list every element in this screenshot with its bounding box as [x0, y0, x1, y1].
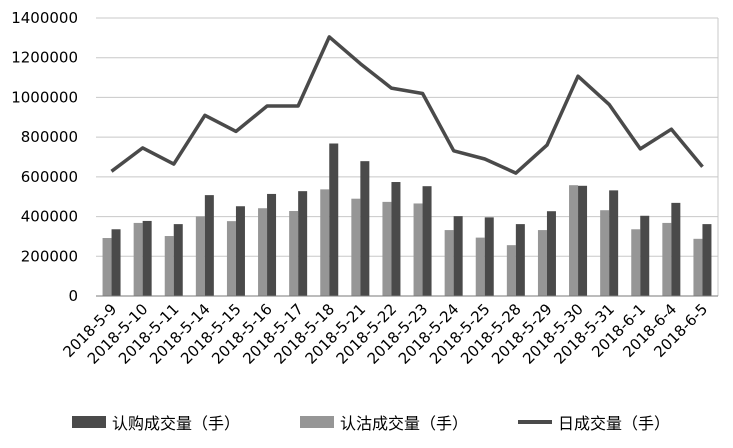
bar-call	[111, 229, 121, 296]
axes	[96, 18, 719, 297]
bar-call	[702, 224, 712, 296]
bar-put	[631, 229, 641, 296]
bar-put	[102, 238, 112, 296]
y-tick-label: 200000	[21, 247, 78, 265]
legend-swatch-call	[72, 416, 106, 428]
bar-put	[133, 222, 143, 296]
legend-item-call: 认购成交量（手）	[72, 412, 241, 433]
y-tick-label: 1200000	[11, 49, 78, 67]
line-series	[110, 35, 704, 175]
bar-call	[515, 224, 525, 296]
bar-put	[320, 189, 330, 296]
bar-call	[422, 186, 432, 296]
bar-call	[298, 191, 308, 296]
bar-put	[382, 201, 392, 296]
bar-put	[351, 198, 361, 296]
bar-call	[204, 195, 214, 296]
bar-put	[164, 236, 174, 296]
bar-put	[289, 211, 299, 296]
bar-series	[102, 143, 712, 296]
bar-call	[329, 143, 339, 296]
y-tick-label: 1400000	[11, 9, 78, 27]
bar-put	[537, 230, 547, 296]
bar-call	[609, 190, 619, 296]
bar-call	[484, 217, 494, 296]
bar-put	[444, 230, 454, 296]
bar-call	[267, 193, 277, 296]
y-tick-label: 0	[68, 287, 78, 305]
bar-call	[142, 220, 152, 296]
y-tick-label: 600000	[21, 168, 78, 186]
bar-call	[391, 182, 401, 296]
bar-call	[173, 224, 183, 296]
bar-put	[569, 185, 579, 296]
y-axis-ticks: 0 200000 400000 600000 800000 1000000 1200000 1…	[11, 9, 78, 305]
bar-put	[506, 245, 516, 296]
bar-put	[475, 237, 485, 296]
bar-call	[453, 216, 463, 296]
y-tick-label: 400000	[21, 208, 78, 226]
legend-item-total: 日成交量（手）	[518, 412, 671, 433]
y-tick-label: 1000000	[11, 88, 78, 106]
legend-label-total: 日成交量（手）	[558, 414, 671, 433]
legend-item-put: 认沽成交量（手）	[300, 412, 469, 433]
line-total-volume	[110, 35, 704, 175]
bar-call	[671, 202, 681, 296]
bar-call	[546, 211, 556, 296]
bar-call	[578, 185, 588, 296]
legend-label-put: 认沽成交量（手）	[340, 414, 469, 433]
bar-put	[600, 210, 610, 296]
legend: 认购成交量（手） 认沽成交量（手） 日成交量（手）	[0, 400, 733, 446]
bar-put	[195, 216, 205, 296]
bar-put	[226, 221, 236, 296]
bar-call	[360, 161, 370, 296]
bar-put	[413, 203, 423, 296]
bar-call	[235, 206, 245, 296]
bar-put	[662, 222, 672, 296]
bar-put	[258, 208, 268, 296]
legend-swatch-put	[300, 416, 334, 428]
legend-label-call: 认购成交量（手）	[112, 414, 241, 433]
y-tick-label: 800000	[21, 128, 78, 146]
bar-call	[640, 215, 650, 296]
bar-put	[693, 238, 703, 296]
legend-swatch-total	[518, 420, 552, 424]
x-axis-ticks: 2018-5-92018-5-102018-5-112018-5-142018-…	[60, 300, 712, 368]
